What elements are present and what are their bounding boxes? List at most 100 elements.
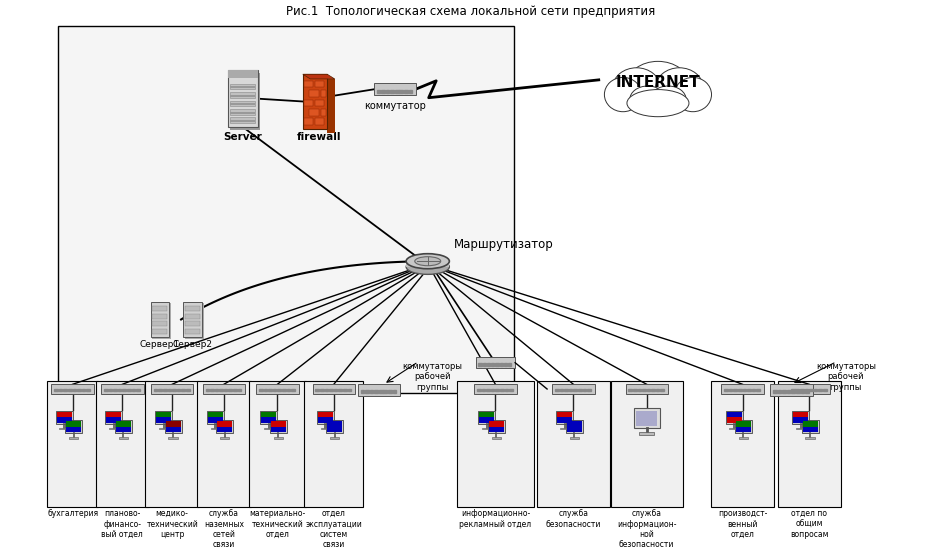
FancyBboxPatch shape <box>264 428 274 429</box>
Text: коммутаторы
рабочей
группы: коммутаторы рабочей группы <box>403 362 462 392</box>
FancyBboxPatch shape <box>557 412 572 417</box>
Bar <box>388 390 391 393</box>
FancyBboxPatch shape <box>217 421 232 426</box>
FancyBboxPatch shape <box>152 306 167 311</box>
Bar <box>334 388 338 391</box>
FancyBboxPatch shape <box>166 421 181 426</box>
Bar <box>163 388 167 391</box>
Bar <box>782 390 786 393</box>
FancyBboxPatch shape <box>165 420 182 433</box>
FancyBboxPatch shape <box>569 437 579 439</box>
FancyBboxPatch shape <box>185 304 204 339</box>
FancyBboxPatch shape <box>482 428 491 429</box>
FancyBboxPatch shape <box>156 417 171 423</box>
Bar <box>63 388 67 391</box>
FancyBboxPatch shape <box>491 437 501 439</box>
FancyBboxPatch shape <box>736 426 751 432</box>
Bar <box>72 388 76 391</box>
Bar <box>646 388 650 391</box>
FancyBboxPatch shape <box>166 426 181 432</box>
FancyBboxPatch shape <box>735 420 752 433</box>
Ellipse shape <box>627 90 689 117</box>
Bar <box>229 388 232 391</box>
FancyBboxPatch shape <box>303 74 327 129</box>
Bar <box>55 388 58 391</box>
FancyBboxPatch shape <box>185 329 200 333</box>
Text: Сервер2: Сервер2 <box>173 340 213 349</box>
Bar <box>568 388 572 391</box>
Bar <box>656 388 660 391</box>
FancyBboxPatch shape <box>374 83 416 95</box>
FancyBboxPatch shape <box>231 104 255 105</box>
FancyBboxPatch shape <box>66 426 81 432</box>
FancyBboxPatch shape <box>556 410 573 424</box>
FancyBboxPatch shape <box>726 412 742 417</box>
Bar <box>158 388 162 391</box>
Bar <box>268 388 272 391</box>
Bar <box>747 388 751 391</box>
FancyBboxPatch shape <box>59 428 69 429</box>
Bar <box>725 388 727 391</box>
Bar <box>508 363 511 365</box>
Bar <box>391 90 394 93</box>
FancyBboxPatch shape <box>256 384 298 394</box>
Bar <box>360 390 364 393</box>
FancyBboxPatch shape <box>65 420 82 433</box>
Bar <box>87 388 90 391</box>
Bar <box>219 388 223 391</box>
FancyBboxPatch shape <box>318 417 333 423</box>
FancyBboxPatch shape <box>96 381 150 507</box>
Bar <box>777 390 781 393</box>
FancyBboxPatch shape <box>151 301 169 337</box>
FancyBboxPatch shape <box>552 384 595 394</box>
Polygon shape <box>303 74 335 79</box>
FancyBboxPatch shape <box>327 426 343 432</box>
Bar <box>273 388 277 391</box>
FancyBboxPatch shape <box>711 381 774 507</box>
Bar <box>738 388 742 391</box>
Ellipse shape <box>650 86 686 113</box>
Ellipse shape <box>656 68 703 107</box>
Text: служба
информацион-
ной
безопасности: служба информацион- ной безопасности <box>617 509 677 549</box>
Bar <box>278 388 281 391</box>
FancyBboxPatch shape <box>726 410 742 424</box>
FancyBboxPatch shape <box>231 95 255 97</box>
Bar <box>805 390 808 393</box>
FancyBboxPatch shape <box>321 109 327 116</box>
FancyBboxPatch shape <box>566 420 582 433</box>
Bar <box>642 388 646 391</box>
Bar <box>379 390 383 393</box>
FancyBboxPatch shape <box>304 100 313 106</box>
FancyBboxPatch shape <box>197 381 251 507</box>
Text: бухгалтерия: бухгалтерия <box>47 509 98 518</box>
Bar <box>800 388 804 391</box>
FancyBboxPatch shape <box>211 428 220 429</box>
FancyBboxPatch shape <box>231 112 255 114</box>
Text: Server: Server <box>223 132 262 142</box>
Ellipse shape <box>613 68 661 107</box>
Bar <box>287 388 290 391</box>
Bar <box>282 388 286 391</box>
Bar <box>186 388 189 391</box>
Bar <box>167 388 171 391</box>
Bar <box>172 388 176 391</box>
Bar <box>375 390 378 393</box>
Bar <box>386 90 390 93</box>
FancyBboxPatch shape <box>310 109 319 116</box>
FancyBboxPatch shape <box>796 428 805 429</box>
Bar <box>392 390 396 393</box>
Bar <box>408 90 412 93</box>
FancyBboxPatch shape <box>262 417 277 423</box>
FancyBboxPatch shape <box>109 428 119 429</box>
Bar <box>495 388 499 391</box>
Bar <box>205 388 209 391</box>
Bar <box>237 388 241 391</box>
Bar <box>381 90 385 93</box>
Text: отдел
эксплуатации
систем
связи: отдел эксплуатации систем связи <box>306 509 362 549</box>
FancyBboxPatch shape <box>304 81 313 88</box>
Bar <box>560 388 564 391</box>
FancyBboxPatch shape <box>321 90 327 97</box>
Bar <box>742 388 746 391</box>
Bar <box>790 388 794 391</box>
Text: информационно-
рекламный отдел: информационно- рекламный отдел <box>459 509 532 528</box>
